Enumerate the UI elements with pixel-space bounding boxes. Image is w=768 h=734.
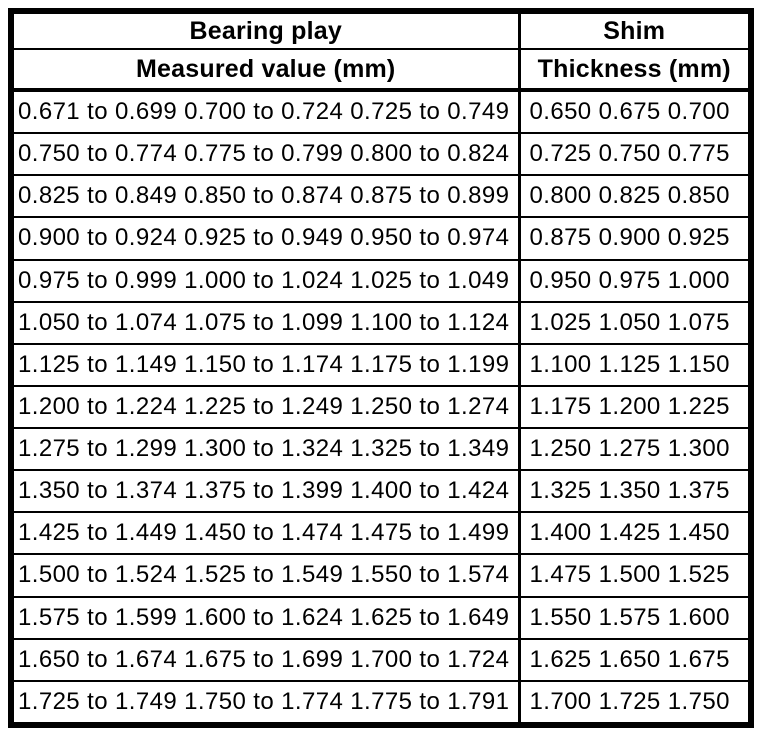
header-unit-row: Measured value (mm) Thickness (mm) <box>10 48 752 92</box>
table-header: Bearing play Shim Measured value (mm) Th… <box>10 10 752 92</box>
thickness-cell: 1.550 1.575 1.600 <box>517 595 752 640</box>
table-row: 1.500 to 1.524 1.525 to 1.549 1.550 to 1… <box>10 553 752 598</box>
measured-value-cell: 1.125 to 1.149 1.150 to 1.174 1.175 to 1… <box>10 342 520 387</box>
measured-value-cell: 1.350 to 1.374 1.375 to 1.399 1.400 to 1… <box>10 469 520 514</box>
measured-value-cell: 0.825 to 0.849 0.850 to 0.874 0.875 to 0… <box>10 174 520 219</box>
shim-header: Shim <box>517 10 752 50</box>
thickness-header: Thickness (mm) <box>517 48 752 92</box>
thickness-cell: 1.250 1.275 1.300 <box>517 426 752 472</box>
thickness-cell: 0.875 0.900 0.925 <box>517 216 752 261</box>
table-row: 1.650 to 1.674 1.675 to 1.699 1.700 to 1… <box>10 637 752 682</box>
table-row: 1.125 to 1.149 1.150 to 1.174 1.175 to 1… <box>10 342 752 387</box>
thickness-cell: 1.475 1.500 1.525 <box>517 553 752 598</box>
table-row: 1.050 to 1.074 1.075 to 1.099 1.100 to 1… <box>10 300 752 345</box>
bearing-play-header: Bearing play <box>10 10 520 50</box>
thickness-cell: 1.625 1.650 1.675 <box>517 637 752 682</box>
table-row: 1.200 to 1.224 1.225 to 1.249 1.250 to 1… <box>10 384 752 430</box>
measured-value-cell: 1.200 to 1.224 1.225 to 1.249 1.250 to 1… <box>10 384 520 430</box>
thickness-cell: 1.175 1.200 1.225 <box>517 384 752 430</box>
table-row: 0.671 to 0.699 0.700 to 0.724 0.725 to 0… <box>10 88 752 135</box>
measured-value-cell: 1.650 to 1.674 1.675 to 1.699 1.700 to 1… <box>10 637 520 682</box>
measured-value-cell: 1.425 to 1.449 1.450 to 1.474 1.475 to 1… <box>10 511 520 556</box>
measured-value-cell: 1.275 to 1.299 1.300 to 1.324 1.325 to 1… <box>10 426 520 472</box>
table-row: 0.825 to 0.849 0.850 to 0.874 0.875 to 0… <box>10 174 752 219</box>
table-row: 1.350 to 1.374 1.375 to 1.399 1.400 to 1… <box>10 469 752 514</box>
table-row: 1.725 to 1.749 1.750 to 1.774 1.775 to 1… <box>10 679 752 727</box>
table-row: 1.425 to 1.449 1.450 to 1.474 1.475 to 1… <box>10 511 752 556</box>
header-group-row: Bearing play Shim <box>10 10 752 50</box>
thickness-cell: 1.700 1.725 1.750 <box>517 679 752 727</box>
table-row: 0.975 to 0.999 1.000 to 1.024 1.025 to 1… <box>10 258 752 303</box>
table-row: 0.750 to 0.774 0.775 to 0.799 0.800 to 0… <box>10 132 752 177</box>
table-body: 0.671 to 0.699 0.700 to 0.724 0.725 to 0… <box>10 88 752 727</box>
table-row: 1.575 to 1.599 1.600 to 1.624 1.625 to 1… <box>10 595 752 640</box>
measured-value-header: Measured value (mm) <box>10 48 520 92</box>
measured-value-cell: 1.050 to 1.074 1.075 to 1.099 1.100 to 1… <box>10 300 520 345</box>
thickness-cell: 0.650 0.675 0.700 <box>517 88 752 135</box>
table-row: 1.275 to 1.299 1.300 to 1.324 1.325 to 1… <box>10 426 752 472</box>
thickness-cell: 0.800 0.825 0.850 <box>517 174 752 219</box>
measured-value-cell: 1.725 to 1.749 1.750 to 1.774 1.775 to 1… <box>10 679 520 727</box>
thickness-cell: 1.025 1.050 1.075 <box>517 300 752 345</box>
thickness-cell: 0.725 0.750 0.775 <box>517 132 752 177</box>
thickness-cell: 1.325 1.350 1.375 <box>517 469 752 514</box>
measured-value-cell: 1.575 to 1.599 1.600 to 1.624 1.625 to 1… <box>10 595 520 640</box>
shim-selection-table: Bearing play Shim Measured value (mm) Th… <box>8 8 754 728</box>
measured-value-cell: 0.900 to 0.924 0.925 to 0.949 0.950 to 0… <box>10 216 520 261</box>
measured-value-cell: 0.975 to 0.999 1.000 to 1.024 1.025 to 1… <box>10 258 520 303</box>
measured-value-cell: 0.750 to 0.774 0.775 to 0.799 0.800 to 0… <box>10 132 520 177</box>
thickness-cell: 1.100 1.125 1.150 <box>517 342 752 387</box>
thickness-cell: 0.950 0.975 1.000 <box>517 258 752 303</box>
table-row: 0.900 to 0.924 0.925 to 0.949 0.950 to 0… <box>10 216 752 261</box>
measured-value-cell: 1.500 to 1.524 1.525 to 1.549 1.550 to 1… <box>10 553 520 598</box>
thickness-cell: 1.400 1.425 1.450 <box>517 511 752 556</box>
measured-value-cell: 0.671 to 0.699 0.700 to 0.724 0.725 to 0… <box>10 88 520 135</box>
